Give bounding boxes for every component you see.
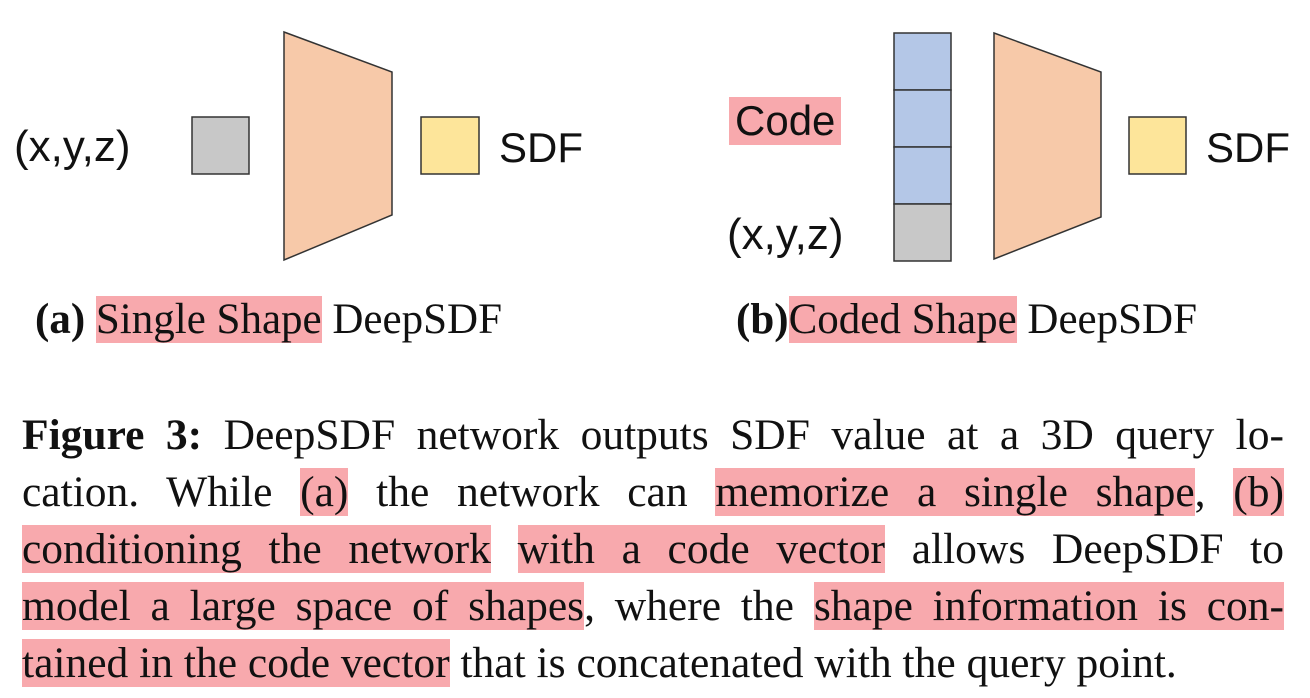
network-diagrams <box>191 30 1187 262</box>
caption-text-2a: cation. While <box>22 468 273 516</box>
caption-ref-b: (b) <box>1233 468 1284 516</box>
caption-highlight-model-space: model a large space of shapes <box>22 582 585 630</box>
subcaption-b: (b)Coded Shape DeepSDF <box>736 296 1197 344</box>
caption-highlight-memorize: memorize a single shape <box>715 468 1195 516</box>
caption-line-5: tained in the code vector that is concat… <box>22 635 1284 692</box>
code-cell-1 <box>893 32 952 91</box>
figure-label: Figure 3: <box>22 411 203 459</box>
network-trapezoid-b <box>993 31 1102 261</box>
caption-highlight-conditioning: conditioning the network <box>22 525 491 573</box>
caption-comma: , <box>1194 468 1206 516</box>
caption-text-1: DeepSDF network outputs SDF value at a 3… <box>223 411 1285 459</box>
output-box-a <box>420 116 480 175</box>
caption-line-4: model a large space of shapes, where the… <box>22 578 1284 635</box>
code-cell-2 <box>893 89 952 148</box>
caption-line-2: cation. While (a) the network can memori… <box>22 464 1284 521</box>
caption-line-3: conditioning the network with a code vec… <box>22 521 1284 578</box>
input-label-b: (x,y,z) <box>727 210 844 259</box>
output-label-a: SDF <box>499 124 583 171</box>
input-box-a <box>191 116 250 175</box>
caption-highlight-shape-info: shape information is con- <box>813 582 1284 630</box>
caption-highlight-contained: tained in the code vector <box>22 639 450 687</box>
subcaption-b-highlight: Coded Shape <box>788 296 1017 343</box>
caption-text-2c: the network can <box>376 468 688 516</box>
code-cell-3 <box>893 146 952 205</box>
caption-ref-a: (a) <box>300 468 349 516</box>
subcaption-b-tag: (b) <box>736 296 789 343</box>
input-label-a: (x,y,z) <box>14 122 131 171</box>
output-box-b <box>1128 116 1187 175</box>
code-label: Code <box>729 97 842 145</box>
caption-text-3c: allows DeepSDF to <box>911 525 1285 573</box>
caption-line-1: Figure 3: DeepSDF network outputs SDF va… <box>22 407 1284 464</box>
caption-text-5b: that is concatenated with the query poin… <box>460 639 1177 687</box>
caption-highlight-code-vector: with a code vector <box>517 525 886 573</box>
output-label-b: SDF <box>1206 124 1290 171</box>
subcaption-b-rest: DeepSDF <box>1027 296 1198 343</box>
xyz-cell <box>893 203 952 262</box>
subcaption-a: (a) Single Shape DeepSDF <box>35 296 502 344</box>
network-trapezoid-a <box>283 30 393 262</box>
subcaption-a-highlight: Single Shape <box>95 296 322 343</box>
caption-text-4b: , where the <box>584 582 794 630</box>
subcaption-a-rest: DeepSDF <box>332 296 502 343</box>
subcaption-a-tag: (a) <box>35 296 86 343</box>
